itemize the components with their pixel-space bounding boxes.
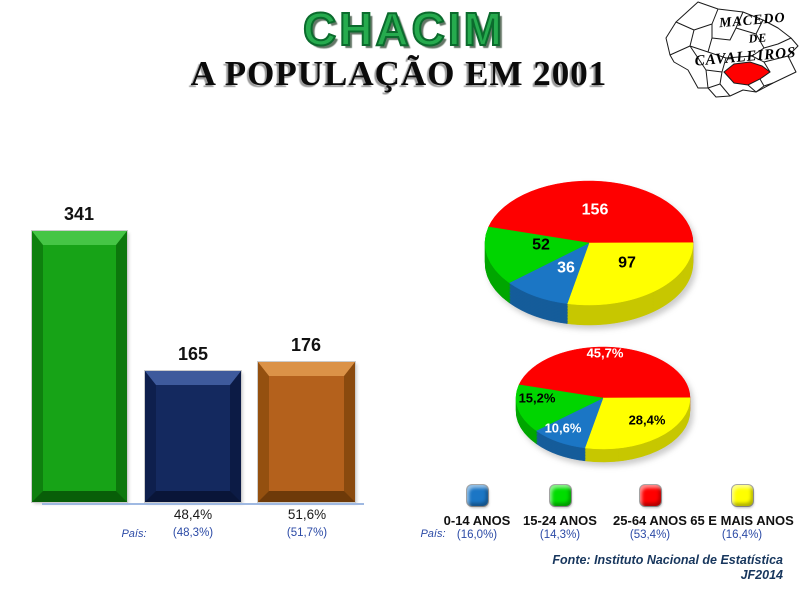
legend-item: 25-64 ANOS (53,4%) (590, 485, 710, 541)
bar-pais-value: (48,3%) (172, 527, 214, 539)
age-pie-counts-chart: 156 97 36 52 (484, 180, 694, 326)
legend-swatch-green (549, 485, 571, 506)
legend-pais-value: (53,4%) (629, 529, 671, 541)
bar-pais-value: (51,7%) (286, 527, 328, 539)
legend-pais-value: (14,3%) (539, 529, 581, 541)
footer: Fonte: Instituto Nacional de Estatística… (552, 553, 783, 583)
map-label-line2: DE (747, 30, 768, 46)
pie-slice-label: 156 (582, 202, 609, 219)
bar-pais-prefix: País: (121, 528, 147, 540)
bar-value-label: 176 (290, 335, 322, 355)
legend-item: 15-24 ANOS (14,3%) (500, 485, 620, 541)
footer-source: Fonte: Instituto Nacional de Estatística (552, 553, 783, 567)
age-pie-percent-chart: 45,7% 28,4% 10,6% 15,2% (515, 346, 691, 463)
pie-slice-label: 15,2% (519, 391, 556, 406)
bar-chart-baseline (42, 503, 364, 505)
legend-item: 65 E MAIS ANOS (16,4%) (667, 485, 800, 541)
pie-slice (584, 397, 691, 450)
legend-swatch-blue (466, 485, 488, 506)
bar-value-label: 165 (177, 344, 209, 364)
legend-swatch-red (639, 485, 661, 506)
legend-item: 0-14 ANOS (16,0%) (417, 485, 537, 541)
bar-group3 (258, 362, 355, 502)
pie-slice (508, 242, 590, 304)
map-parish-borders (669, 8, 792, 97)
bar-value-label: 341 (63, 204, 95, 224)
pie-slice-label: 10,6% (545, 421, 582, 436)
pie-slice (484, 226, 590, 284)
legend-label: 65 E MAIS ANOS (690, 513, 794, 528)
pie-slice (488, 180, 694, 244)
legend-label: 0-14 ANOS (443, 513, 511, 528)
legend-label: 15-24 ANOS (523, 513, 597, 528)
pie-slice-label: 97 (618, 255, 636, 272)
bar-percent-label: 51,6% (287, 507, 327, 522)
pie-slice-label: 28,4% (629, 413, 666, 428)
bar-percent-label: 48,4% (173, 507, 213, 522)
pie-slice-label: 45,7% (587, 346, 624, 361)
legend-swatch-yellow (731, 485, 753, 506)
population-bar-chart: 341 165 176 (30, 195, 364, 505)
map-highlight-parish (723, 61, 771, 86)
pie-slice-label: 52 (532, 237, 550, 254)
pie-slice (566, 242, 694, 306)
footer-credit: JF2014 (740, 568, 783, 582)
legend-pais-value: (16,0%) (456, 529, 498, 541)
bar-total (32, 231, 127, 502)
legend-label: 25-64 ANOS (613, 513, 687, 528)
pie-slice (515, 384, 604, 431)
page-subtitle: A POPULAÇÃO EM 2001 (190, 54, 608, 93)
map-label-line1: MACEDO (718, 11, 787, 32)
bar-group2 (145, 371, 241, 502)
pie-slice-label: 36 (557, 260, 575, 277)
legend-pais-prefix: País: (420, 528, 446, 540)
page-title: CHACIM (302, 2, 505, 56)
legend-pais-value: (16,4%) (721, 529, 763, 541)
municipality-map: MACEDO DE CAVALEIROS (665, 1, 799, 98)
pie-slice (518, 346, 691, 399)
